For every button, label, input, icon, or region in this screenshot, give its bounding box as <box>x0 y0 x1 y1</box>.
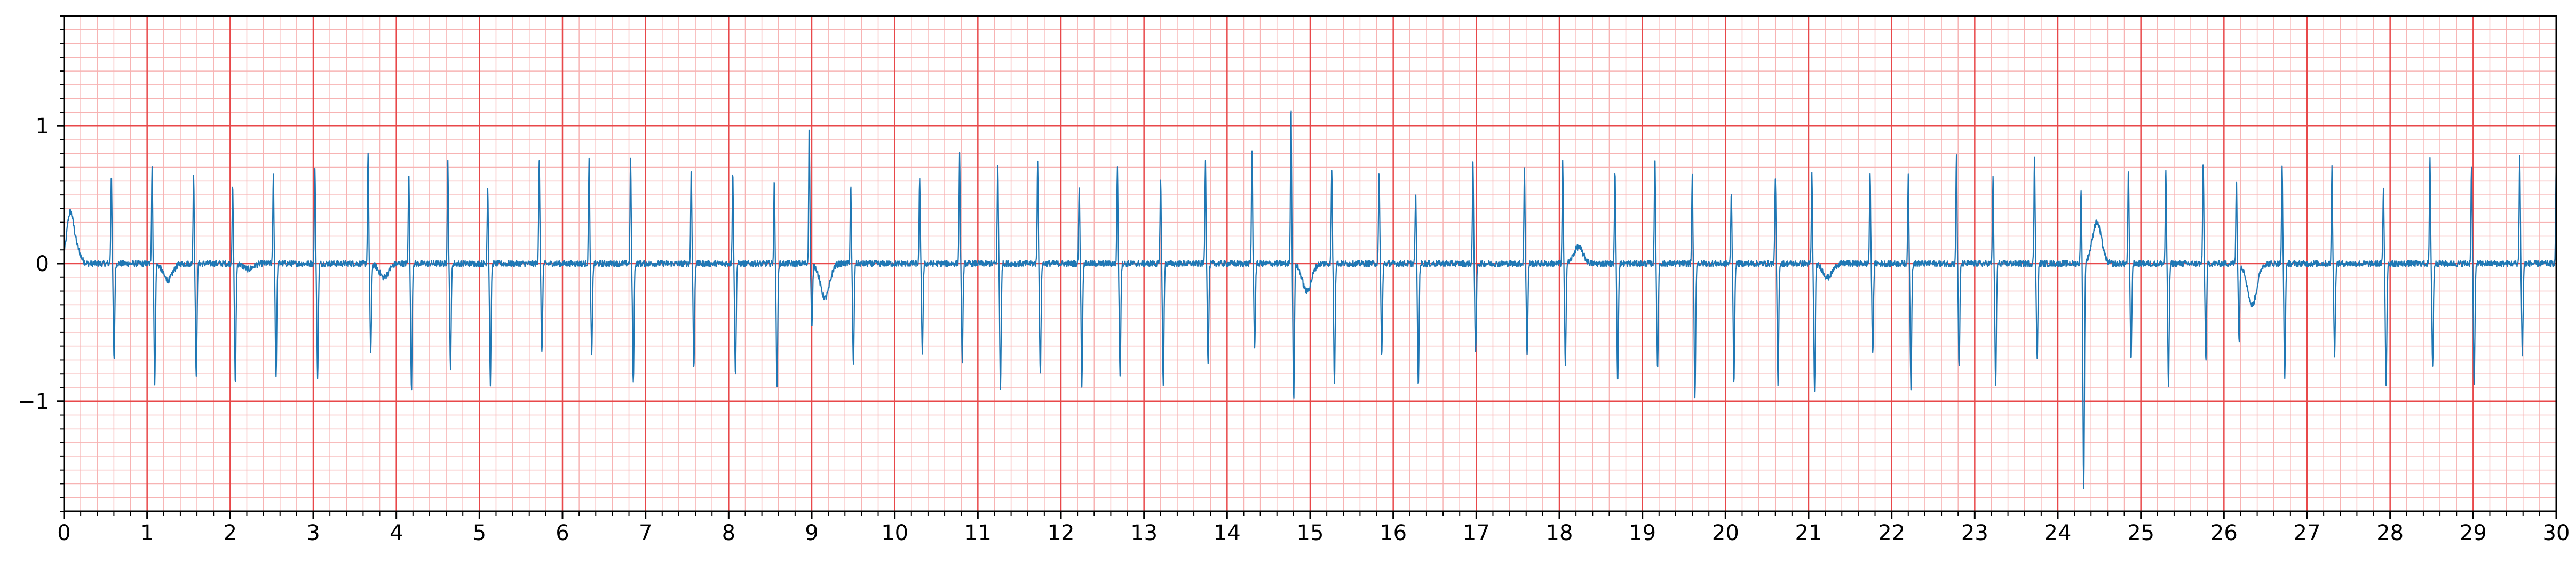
x-tick-label: 21 <box>1795 521 1822 545</box>
x-tick-label: 1 <box>140 521 154 545</box>
y-tick-label: 1 <box>36 114 49 139</box>
x-tick-label: 26 <box>2210 521 2238 545</box>
x-tick-label: 27 <box>2294 521 2321 545</box>
x-tick-label: 8 <box>722 521 735 545</box>
x-tick-label: 0 <box>57 521 70 545</box>
x-tick-label: 18 <box>1546 521 1573 545</box>
x-tick-label: 16 <box>1380 521 1407 545</box>
x-tick-label: 6 <box>556 521 569 545</box>
x-tick-label: 20 <box>1712 521 1739 545</box>
x-tick-label: 14 <box>1214 521 1241 545</box>
x-tick-label: 24 <box>2044 521 2072 545</box>
x-tick-label: 15 <box>1297 521 1324 545</box>
x-tick-label: 19 <box>1629 521 1656 545</box>
x-tick-label: 13 <box>1130 521 1158 545</box>
x-tick-label: 2 <box>224 521 237 545</box>
x-tick-label: 25 <box>2127 521 2154 545</box>
x-tick-label: 23 <box>1961 521 1988 545</box>
y-tick-label: 0 <box>36 252 49 276</box>
x-tick-label: 29 <box>2460 521 2487 545</box>
x-tick-label: 17 <box>1463 521 1490 545</box>
x-axis-tick-labels: 0 1 2 3 4 5 6 7 8 9 10 11 12 13 14 15 16 17 18 19 20 21 22 23 24… <box>57 521 2570 545</box>
x-tick-label: 5 <box>473 521 486 545</box>
x-tick-label: 30 <box>2543 521 2570 545</box>
x-tick-label: 9 <box>805 521 818 545</box>
x-tick-label: 4 <box>390 521 403 545</box>
x-tick-label: 12 <box>1048 521 1075 545</box>
x-tick-label: 22 <box>1878 521 1905 545</box>
x-tick-label: 10 <box>881 521 908 545</box>
ecg-trace <box>64 110 2557 489</box>
x-tick-label: 28 <box>2376 521 2404 545</box>
y-tick-label: −1 <box>18 390 49 414</box>
x-tick-label: 11 <box>964 521 992 545</box>
y-axis-tick-labels: 1 0 −1 <box>18 114 49 414</box>
ecg-series-line <box>64 110 2557 489</box>
axis-ticks <box>57 15 2557 519</box>
x-tick-label: 3 <box>306 521 320 545</box>
x-tick-label: 7 <box>639 521 652 545</box>
